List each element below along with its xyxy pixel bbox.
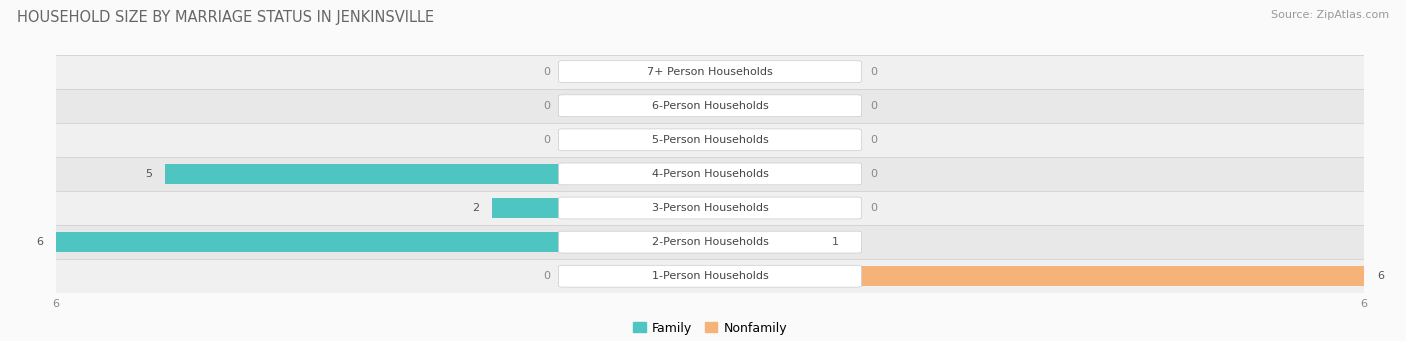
Bar: [166, 164, 710, 184]
Text: 0: 0: [870, 135, 877, 145]
Bar: [710, 266, 1364, 286]
Text: 1: 1: [832, 237, 839, 247]
Bar: [56, 232, 710, 252]
Bar: [56, 89, 1364, 123]
Bar: [56, 191, 1364, 225]
Text: 0: 0: [543, 135, 550, 145]
Text: 5: 5: [145, 169, 152, 179]
Text: HOUSEHOLD SIZE BY MARRIAGE STATUS IN JENKINSVILLE: HOUSEHOLD SIZE BY MARRIAGE STATUS IN JEN…: [17, 10, 434, 25]
Text: 0: 0: [870, 66, 877, 77]
FancyBboxPatch shape: [558, 197, 862, 219]
Bar: [56, 259, 1364, 293]
Legend: Family, Nonfamily: Family, Nonfamily: [628, 316, 792, 340]
FancyBboxPatch shape: [558, 231, 862, 253]
Text: 0: 0: [543, 271, 550, 281]
Text: 2-Person Households: 2-Person Households: [651, 237, 769, 247]
FancyBboxPatch shape: [558, 265, 862, 287]
Bar: [56, 55, 1364, 89]
Text: 0: 0: [870, 203, 877, 213]
Text: 0: 0: [870, 169, 877, 179]
Text: 0: 0: [870, 101, 877, 111]
Bar: [710, 232, 818, 252]
FancyBboxPatch shape: [558, 95, 862, 117]
Text: 0: 0: [543, 101, 550, 111]
Bar: [492, 198, 710, 218]
Bar: [56, 225, 1364, 259]
Bar: [56, 157, 1364, 191]
FancyBboxPatch shape: [558, 61, 862, 83]
Text: 6-Person Households: 6-Person Households: [651, 101, 769, 111]
Bar: [56, 123, 1364, 157]
Text: 1-Person Households: 1-Person Households: [651, 271, 769, 281]
Text: 5-Person Households: 5-Person Households: [651, 135, 769, 145]
Text: 2: 2: [472, 203, 479, 213]
Text: 6: 6: [37, 237, 44, 247]
FancyBboxPatch shape: [558, 163, 862, 185]
Text: 6: 6: [1376, 271, 1384, 281]
Text: Source: ZipAtlas.com: Source: ZipAtlas.com: [1271, 10, 1389, 20]
Text: 3-Person Households: 3-Person Households: [651, 203, 769, 213]
Text: 7+ Person Households: 7+ Person Households: [647, 66, 773, 77]
Text: 4-Person Households: 4-Person Households: [651, 169, 769, 179]
FancyBboxPatch shape: [558, 129, 862, 151]
Text: 0: 0: [543, 66, 550, 77]
